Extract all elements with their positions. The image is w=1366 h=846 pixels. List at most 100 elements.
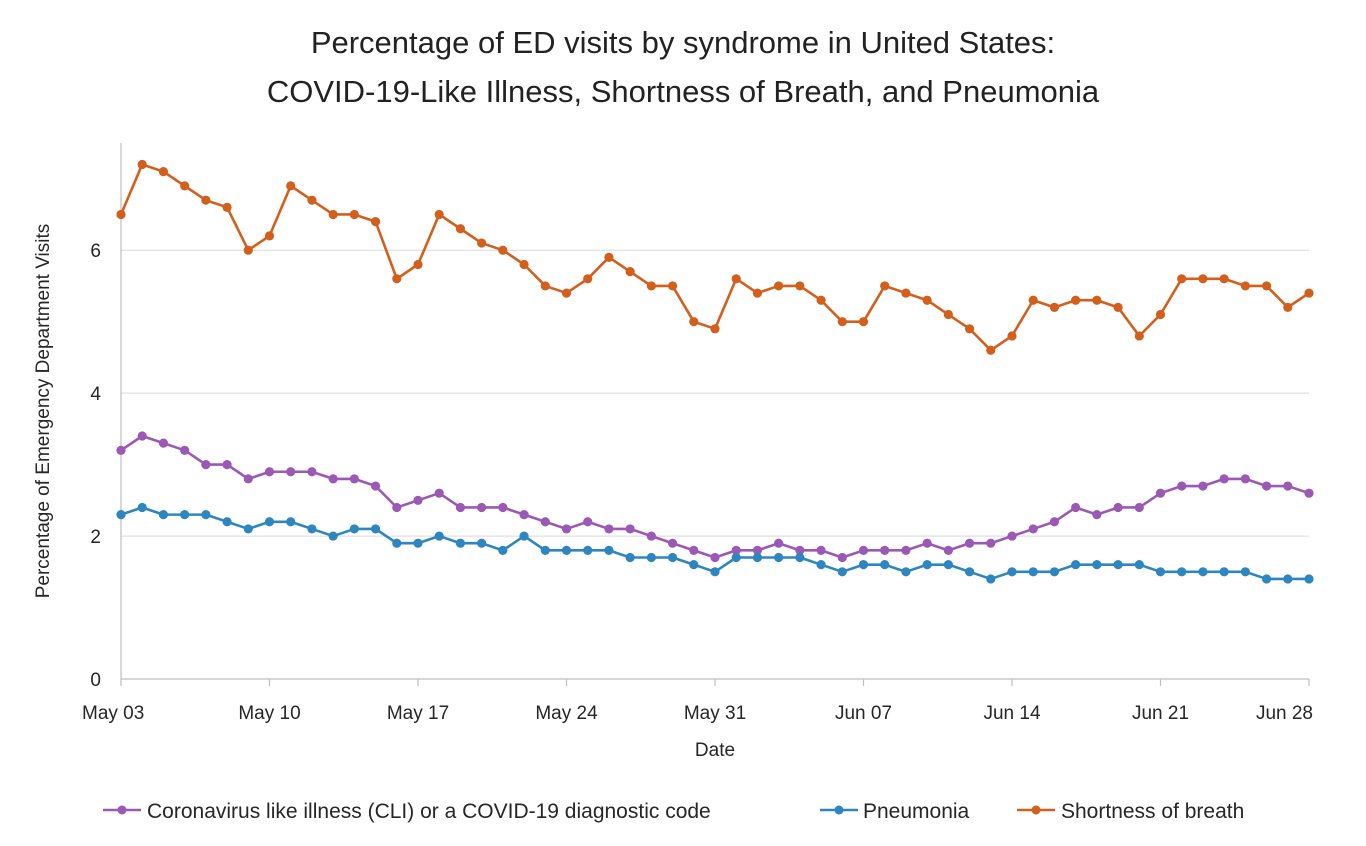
data-point <box>434 488 444 498</box>
x-tick-label: May 10 <box>238 703 300 724</box>
data-point <box>201 510 211 520</box>
data-point <box>1092 510 1102 520</box>
data-point <box>795 545 805 555</box>
data-point <box>561 524 572 534</box>
data-point <box>1007 531 1017 541</box>
x-tick-label: Jun 21 <box>1132 703 1189 724</box>
data-point <box>477 538 487 548</box>
data-point <box>307 467 317 477</box>
data-point <box>455 538 466 548</box>
data-point <box>646 552 656 563</box>
data-point <box>1028 567 1038 577</box>
data-point <box>1261 574 1272 584</box>
series-2 <box>116 159 1314 355</box>
data-point <box>1219 274 1229 284</box>
data-point <box>201 195 211 205</box>
legend: Coronavirus like illness (CLI) or a COVI… <box>103 800 1244 823</box>
data-point <box>604 524 614 534</box>
data-point <box>1071 560 1081 570</box>
data-point <box>519 510 529 520</box>
data-point <box>264 517 275 527</box>
data-point <box>1155 488 1166 498</box>
data-point <box>1177 567 1187 577</box>
data-point <box>137 502 147 513</box>
data-point <box>667 281 678 291</box>
data-point <box>689 317 699 327</box>
data-point <box>264 231 275 241</box>
data-point <box>901 567 911 577</box>
data-point <box>583 274 593 284</box>
legend-swatch-marker <box>834 805 844 815</box>
data-point <box>752 552 763 563</box>
data-point <box>1134 502 1144 513</box>
x-tick-label: Jun 07 <box>835 703 892 724</box>
data-point <box>1071 295 1081 305</box>
data-point <box>1261 481 1272 491</box>
x-tick-label: May 31 <box>684 703 746 724</box>
x-tick-label: Jun 28 <box>1256 703 1313 724</box>
data-point <box>816 295 826 305</box>
chart-title-line-2: COVID-19-Like Illness, Shortness of Brea… <box>267 74 1100 109</box>
data-point <box>964 324 975 334</box>
data-point <box>752 288 763 298</box>
legend-label-pneumonia: Pneumonia <box>863 800 970 823</box>
data-point <box>667 552 678 563</box>
data-point <box>986 574 996 584</box>
data-point <box>455 224 466 234</box>
data-point <box>222 460 232 470</box>
legend-label-shortness-of-breath: Shortness of breath <box>1061 800 1244 823</box>
chart-title-line-1: Percentage of ED visits by syndrome in U… <box>311 25 1055 60</box>
data-point <box>286 517 296 527</box>
data-point <box>349 524 359 534</box>
data-point <box>625 524 635 534</box>
data-point <box>689 545 699 555</box>
data-point <box>901 545 911 555</box>
data-point <box>1304 288 1314 298</box>
data-point <box>370 481 381 491</box>
data-point <box>583 517 593 527</box>
data-point <box>964 567 975 577</box>
data-point <box>116 510 126 520</box>
data-point <box>986 345 996 355</box>
data-point <box>519 259 529 270</box>
y-tick-label: 6 <box>90 241 101 262</box>
data-point <box>943 560 953 570</box>
x-tick-label: Jun 14 <box>983 703 1040 724</box>
data-point <box>837 552 847 563</box>
data-point <box>1155 567 1166 577</box>
data-point <box>858 560 869 570</box>
legend-item-shortness-of-breath: Shortness of breath <box>1017 800 1244 823</box>
data-point <box>795 552 805 563</box>
data-point <box>328 209 338 220</box>
data-point <box>667 538 678 548</box>
data-point <box>243 245 253 255</box>
data-point <box>901 288 911 298</box>
data-point <box>180 181 190 191</box>
data-point <box>561 288 572 298</box>
data-point <box>349 209 359 220</box>
data-point <box>116 209 126 220</box>
series-1 <box>116 502 1314 584</box>
data-point <box>307 195 317 205</box>
data-point <box>413 495 423 505</box>
data-point <box>858 317 869 327</box>
data-point <box>1049 517 1060 527</box>
data-point <box>964 538 975 548</box>
data-point <box>837 317 847 327</box>
data-point <box>943 545 953 555</box>
data-point <box>858 545 869 555</box>
data-point <box>880 560 890 570</box>
data-point <box>1198 274 1208 284</box>
legend-item-pneumonia: Pneumonia <box>820 800 970 823</box>
data-point <box>625 552 635 563</box>
data-point <box>1304 574 1314 584</box>
data-point <box>328 531 338 541</box>
data-point <box>1155 309 1166 320</box>
data-point <box>604 545 614 555</box>
data-point <box>540 517 550 527</box>
data-point <box>158 510 169 520</box>
data-point <box>710 552 720 563</box>
data-point <box>413 259 423 270</box>
data-point <box>243 474 253 484</box>
